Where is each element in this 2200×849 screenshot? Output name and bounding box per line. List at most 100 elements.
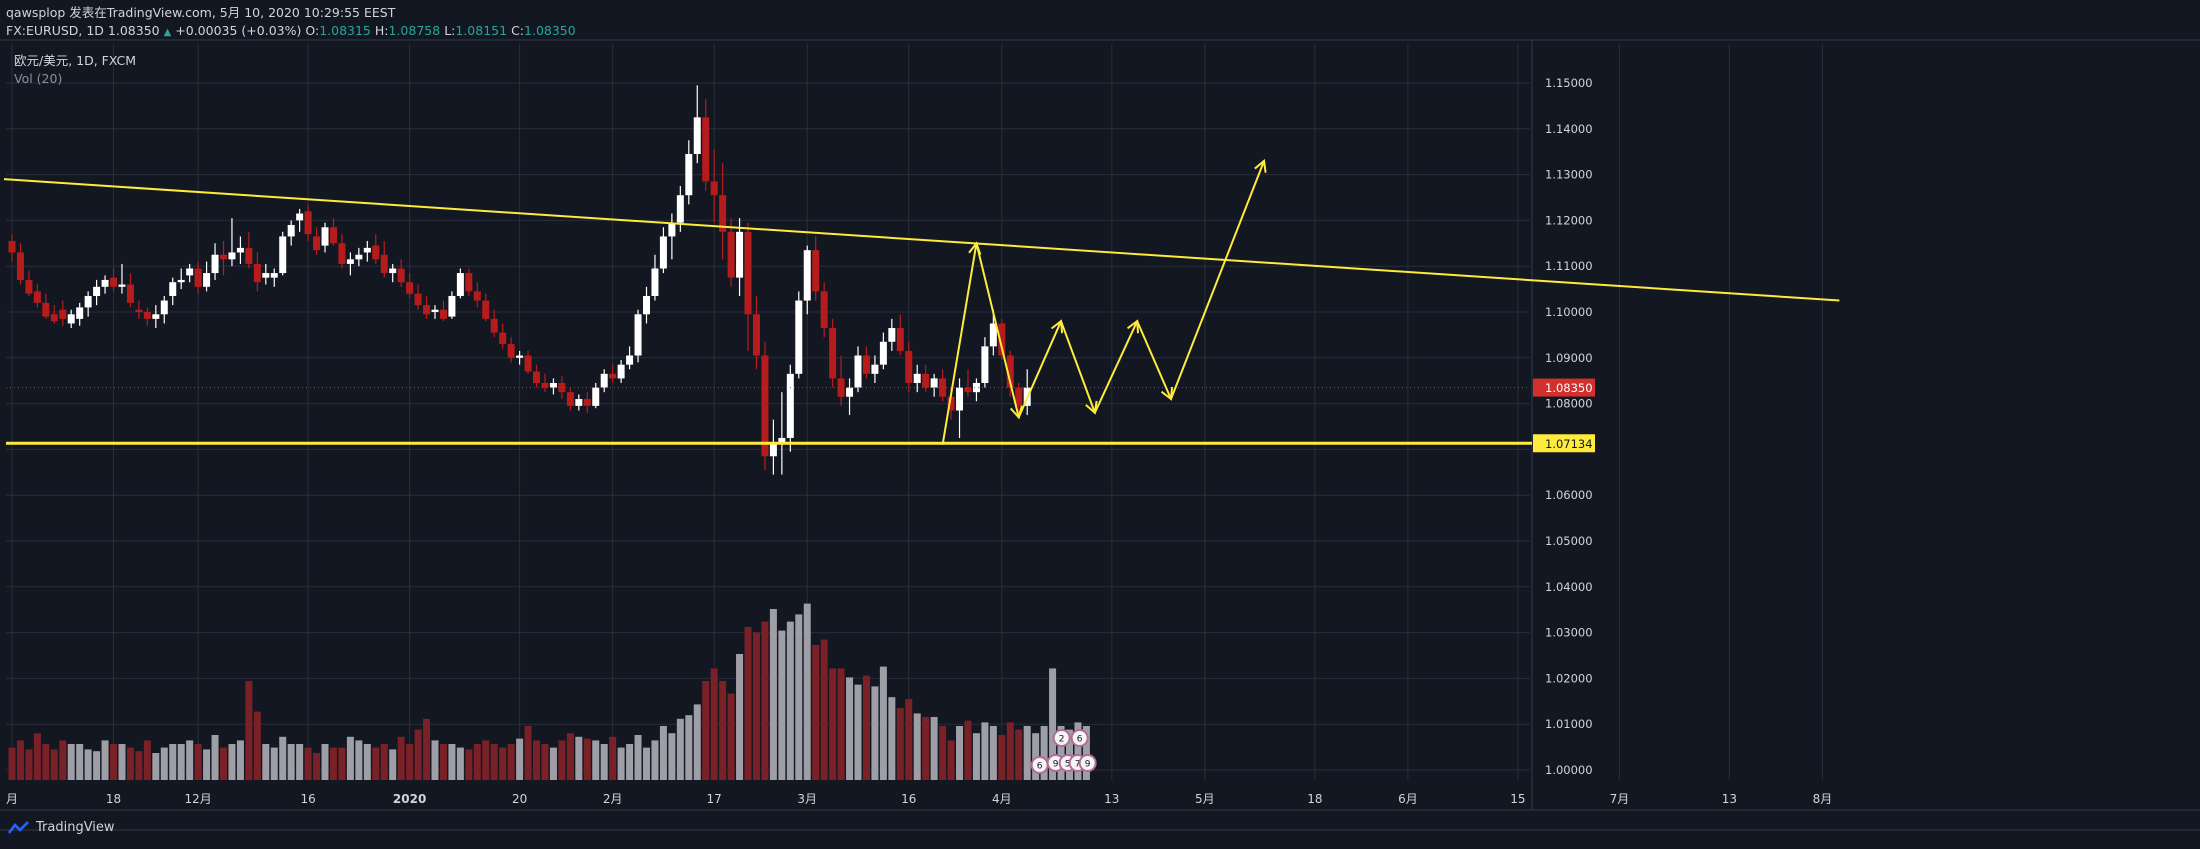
volume-bar — [964, 720, 972, 780]
candle-body — [871, 364, 879, 374]
volume-bar — [803, 603, 811, 780]
candle-body — [287, 224, 295, 237]
event-marker-icon[interactable] — [1052, 729, 1071, 747]
volume-bar — [820, 639, 828, 780]
volume-bar — [1074, 722, 1082, 780]
volume-bar — [617, 747, 625, 780]
up-triangle-icon: ▲ — [163, 27, 172, 38]
low-label: L: — [444, 23, 456, 38]
candle-body — [228, 252, 236, 260]
series-title[interactable]: 欧元/美元, 1D, FXCM — [14, 53, 137, 68]
brand-label: TradingView — [36, 820, 115, 835]
candle-body — [820, 291, 828, 329]
candle-body — [668, 222, 676, 237]
projection-arrowhead — [1254, 158, 1267, 173]
candle-body — [702, 117, 710, 182]
event-marker-count[interactable]: 9 — [1053, 760, 1059, 770]
volume-bar — [854, 684, 862, 780]
volume-bar — [998, 735, 1006, 780]
volume-bar — [676, 718, 684, 780]
price-tick-label: 1.08000 — [1545, 397, 1593, 411]
volume-bar — [524, 726, 532, 780]
time-tick-label: 6月 — [1398, 792, 1418, 806]
candle-body — [930, 378, 938, 388]
ohlc-line: FX:EURUSD, 1D 1.08350 ▲ +0.00035 (+0.03%… — [6, 22, 576, 42]
time-tick-label: 7月 — [1610, 792, 1630, 806]
candle-body — [490, 318, 498, 333]
candle-body — [397, 268, 405, 283]
event-markers[interactable]: 6 9 5 7 92 6 — [1030, 729, 1097, 774]
candle-body — [313, 236, 321, 251]
event-marker-count[interactable]: 7 — [1075, 760, 1081, 770]
volume-bar — [203, 749, 211, 780]
candle-body — [16, 252, 24, 280]
price-tick-label: 1.04000 — [1545, 580, 1593, 594]
volume-bar — [355, 740, 363, 780]
volume-bar — [516, 738, 524, 780]
volume-bar — [33, 733, 41, 780]
volume-bar — [981, 722, 989, 780]
volume-bar — [719, 681, 727, 780]
candle-body — [854, 355, 862, 388]
time-tick-label: 2月 — [603, 792, 623, 806]
volume-bar — [50, 749, 58, 780]
time-tick-label: 2020 — [393, 792, 426, 806]
volume-bar — [406, 744, 414, 780]
event-marker-count[interactable]: 6 — [1037, 762, 1043, 772]
volume-bar — [736, 654, 744, 780]
volume-bar — [245, 681, 253, 780]
candle-body — [84, 295, 92, 308]
event-marker-icon[interactable] — [1070, 729, 1089, 747]
price-axis[interactable]: 1.15000 1.14000 1.13000 1.12000 1.11000 1.100… — [1533, 76, 1595, 777]
volume-bar — [710, 668, 718, 780]
candle-body — [262, 273, 270, 278]
time-tick-label: 18 — [106, 792, 121, 806]
volume-bar — [329, 747, 337, 780]
event-marker-count[interactable]: 9 — [1085, 760, 1091, 770]
candle-body — [389, 268, 397, 274]
support-price-label: 1.07134 — [1545, 437, 1593, 451]
support-price-badge — [1533, 434, 1595, 453]
volume-bar — [693, 704, 701, 780]
volume-bar — [829, 668, 837, 780]
high-label: H: — [374, 23, 389, 38]
event-marker-count[interactable]: 2 — [1059, 735, 1065, 745]
event-marker-count[interactable]: 5 — [1065, 760, 1071, 770]
volume-bar — [786, 621, 794, 780]
volume-bar — [795, 614, 803, 780]
volume-bar — [101, 740, 109, 780]
volume-bar — [84, 749, 92, 780]
time-axis[interactable]: 月 18 12月 16 2020 20 2月 17 3月 16 4月 13 5月 18 6月 15 7月 13 8月 — [6, 792, 1832, 806]
footer-brand[interactable]: TradingView — [8, 820, 115, 835]
candle-body — [338, 243, 346, 264]
candle-body — [575, 399, 583, 406]
candle-body — [118, 284, 126, 287]
candle-body — [693, 117, 701, 154]
price-tick-label: 1.09000 — [1545, 351, 1593, 365]
volume-bar — [727, 693, 735, 780]
chart-legend[interactable]: 欧元/美元, 1D, FXCM Vol (20) — [14, 52, 136, 88]
candle-body — [152, 314, 160, 319]
volume-bar — [482, 740, 490, 780]
volume-bar — [533, 740, 541, 780]
event-marker-count[interactable]: 6 — [1077, 735, 1083, 745]
event-marker-icon[interactable] — [1078, 754, 1097, 772]
candle-body — [583, 399, 591, 406]
volume-bars — [8, 603, 1090, 780]
candle-body — [110, 277, 118, 287]
volume-bar — [414, 729, 422, 780]
open-value: 1.08315 — [319, 23, 371, 38]
candle-body — [203, 273, 211, 287]
volume-bar — [922, 717, 930, 780]
candle-body — [803, 250, 811, 301]
volume-indicator-label[interactable]: Vol (20) — [14, 71, 63, 86]
volume-bar — [507, 744, 515, 780]
volume-bar — [769, 609, 777, 780]
candle-body — [101, 279, 109, 287]
time-tick-label: 4月 — [992, 792, 1012, 806]
volume-bar — [592, 740, 600, 780]
volume-bar — [685, 715, 693, 780]
price-tick-label: 1.01000 — [1545, 717, 1593, 731]
volume-bar — [1040, 726, 1048, 780]
